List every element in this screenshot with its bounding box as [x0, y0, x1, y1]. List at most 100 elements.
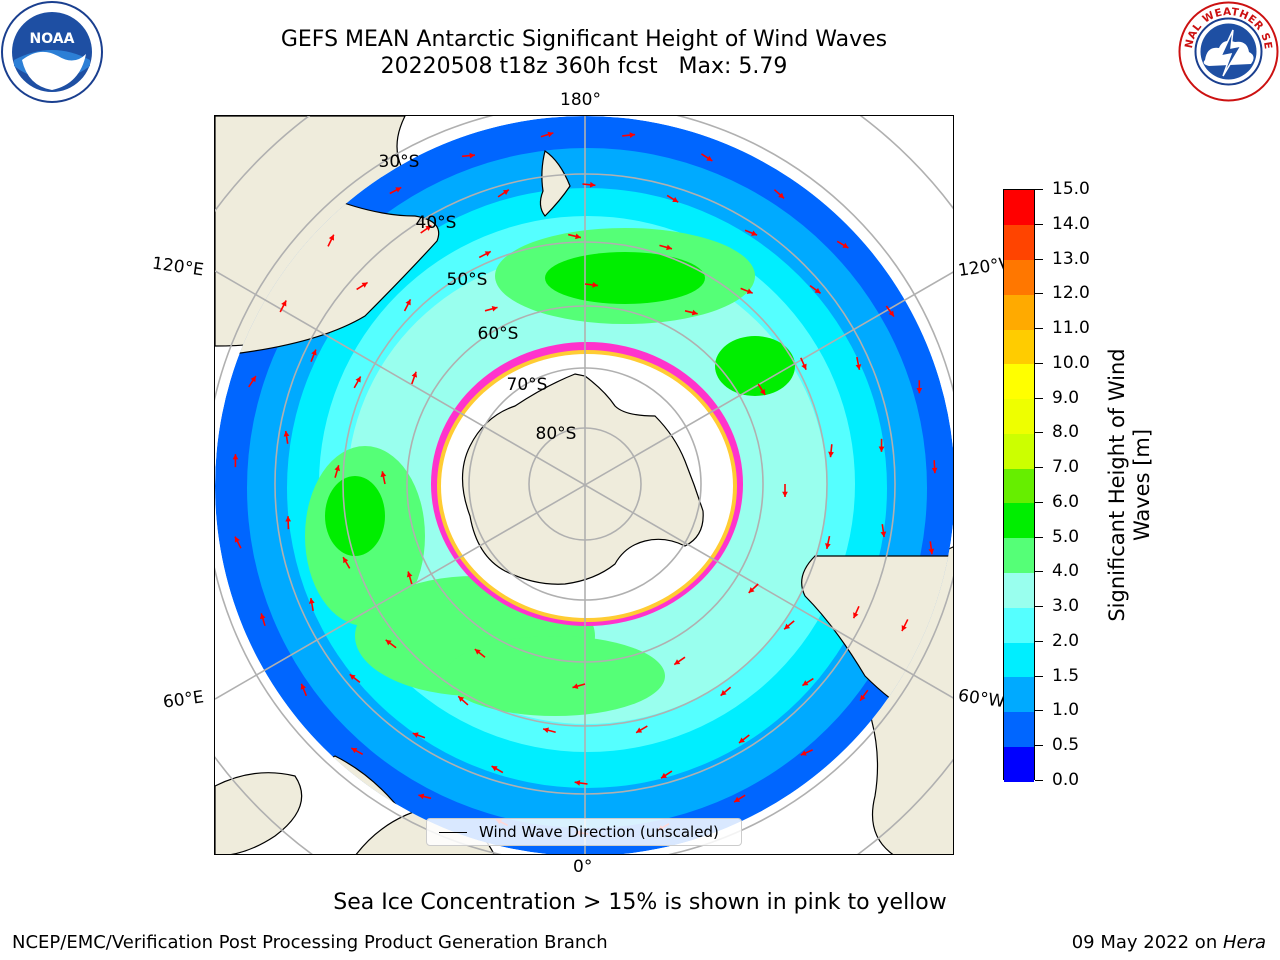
- wave-direction-arrowhead: [300, 683, 307, 690]
- colorbar-segment: [1004, 363, 1034, 400]
- lat-label-40s: 40°S: [415, 213, 457, 233]
- colorbar-tick: [1035, 397, 1043, 399]
- colorbar-tick: [1035, 780, 1043, 781]
- colorbar-tick: [1035, 362, 1043, 364]
- wave-direction-arrowhead: [706, 155, 713, 161]
- wave-direction-arrowhead: [574, 780, 581, 786]
- colorbar-tick: [1035, 432, 1043, 434]
- wave-direction-arrowhead: [405, 299, 411, 306]
- wave-direction-arrowhead: [842, 242, 849, 248]
- footer-host: Hera: [1222, 932, 1266, 953]
- colorbar-tick: [1035, 223, 1043, 225]
- colorbar-segment: [1004, 537, 1034, 573]
- colorbar-tick: [1035, 536, 1043, 538]
- colorbar-tick: [1035, 710, 1043, 712]
- wave-direction-arrowhead: [361, 282, 368, 288]
- colorbar-tick-label: 1.0: [1052, 700, 1080, 721]
- wave-direction-arrowhead: [901, 625, 907, 632]
- wave-direction-arrowhead: [636, 727, 643, 733]
- colorbar-tick: [1035, 745, 1043, 747]
- wave-direction-arrowhead: [860, 694, 866, 701]
- lat-label-60s: 60°S: [477, 324, 519, 344]
- colorbar-title: Significant Height of Wind Waves [m]: [1105, 348, 1155, 621]
- wave-direction-arrowhead: [343, 557, 349, 564]
- wave-direction-arrowhead: [751, 230, 758, 236]
- wave-direction-arrowhead: [411, 371, 418, 378]
- wave-direction-arrowhead: [825, 543, 831, 549]
- wave-direction-arrowhead: [491, 305, 498, 312]
- legend-line-swatch: [439, 832, 467, 833]
- wave-direction-arrowhead: [334, 465, 341, 472]
- colorbar-title-line1: Significant Height of Wind: [1104, 348, 1129, 622]
- wave-direction-arrowhead: [380, 471, 387, 478]
- wave-direction-arrowhead: [311, 349, 317, 356]
- wave-direction-arrowhead: [629, 132, 636, 138]
- colorbar-segment: [1004, 398, 1034, 434]
- nws-logo: NATIONAL WEATHER SERVICE: [1177, 0, 1279, 102]
- colorbar-tick-label: 7.0: [1052, 457, 1080, 478]
- wave-direction-arrowhead: [778, 192, 785, 199]
- wave-direction-arrowhead: [502, 189, 509, 195]
- colorbar-segment: [1004, 224, 1034, 261]
- footer-branch: NCEP/EMC/Verification Post Processing Pr…: [12, 932, 608, 953]
- colorbar-segment: [1004, 190, 1034, 226]
- colorbar-segment: [1004, 259, 1034, 295]
- wave-direction-arrowhead: [491, 766, 498, 772]
- wave-direction-arrowhead: [406, 571, 413, 578]
- wave-direction-arrowhead: [759, 388, 766, 395]
- wave-direction-arrowhead: [855, 364, 862, 370]
- colorbar-segment: [1004, 572, 1034, 608]
- footer-date-text: 09 May 2022 on: [1071, 932, 1223, 953]
- wave-direction-arrowhead: [666, 244, 672, 251]
- colorbar-tick-label: 1.5: [1052, 665, 1080, 686]
- wave-direction-arrowhead: [739, 737, 745, 743]
- legend-label: Wind Wave Direction (unscaled): [479, 823, 719, 841]
- wave-direction-arrowhead: [589, 181, 596, 188]
- wave-direction-arrowhead: [234, 536, 240, 543]
- wave-direction-arrowhead: [801, 363, 807, 370]
- colorbar-tick-label: 11.0: [1052, 318, 1090, 339]
- wind-wave-arrows: [232, 131, 938, 836]
- wave-direction-arrowhead: [469, 152, 475, 159]
- wave-direction-arrowhead: [412, 732, 419, 738]
- colorbar-tick-label: 4.0: [1052, 561, 1080, 582]
- colorbar-title-line2: Waves [m]: [1130, 428, 1154, 542]
- wave-direction-arrowhead: [720, 690, 727, 696]
- wave-direction-arrowhead: [575, 233, 581, 240]
- colorbar-tick: [1035, 501, 1043, 503]
- lon-label-60w: 60°W: [956, 685, 1007, 713]
- wave-direction-arrowhead: [931, 467, 938, 474]
- colorbar-tick: [1035, 467, 1043, 469]
- colorbar-tick-label: 13.0: [1052, 248, 1090, 269]
- colorbar-tick: [1035, 293, 1043, 295]
- wave-direction-arrowhead: [800, 750, 807, 756]
- lon-label-60e: 60°E: [161, 687, 206, 713]
- wave-direction-arrowhead: [572, 683, 579, 689]
- colorbar-tick-label: 0.0: [1052, 770, 1080, 790]
- wave-direction-arrowhead: [308, 598, 315, 604]
- colorbar-tick: [1035, 258, 1043, 260]
- lon-label-120e: 120°E: [150, 253, 205, 281]
- colorbar-tick: [1035, 606, 1043, 608]
- wave-direction-arrowhead: [458, 696, 465, 702]
- colorbar-tick: [1035, 640, 1043, 642]
- lat-label-50s: 50°S: [446, 270, 488, 290]
- wave-direction-arrowhead: [250, 376, 256, 383]
- colorbar-segment: [1004, 746, 1034, 782]
- colorbar-tick: [1035, 675, 1043, 677]
- wave-direction-arrowhead: [734, 796, 741, 803]
- colorbar-tick: [1035, 189, 1043, 190]
- wave-direction-arrowhead: [880, 531, 887, 538]
- chart-title: GEFS MEAN Antarctic Significant Height o…: [280, 27, 888, 52]
- colorbar-tick: [1035, 328, 1043, 330]
- polar-map-canvas: [215, 116, 953, 854]
- colorbar-tick-label: 10.0: [1052, 352, 1090, 373]
- antarctica: [461, 373, 704, 585]
- wave-direction-arrowhead: [349, 674, 356, 680]
- wave-direction-arrowhead: [232, 454, 239, 460]
- new-zealand: [539, 150, 571, 217]
- lat-label-70s: 70°S: [506, 375, 548, 395]
- wave-direction-arrowhead: [425, 225, 432, 231]
- colorbar-tick: [1035, 571, 1043, 573]
- wave-direction-arrowhead: [355, 376, 361, 383]
